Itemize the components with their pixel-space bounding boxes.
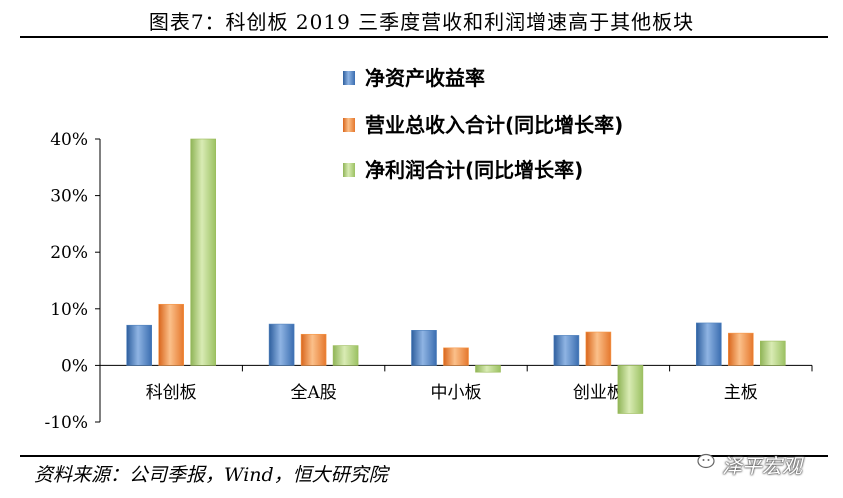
y-tick-label: 0% — [61, 356, 88, 376]
bar-3-4 — [617, 365, 644, 414]
y-tick-label: 10% — [50, 300, 88, 320]
chart-title: 图表7：科创板 2019 三季度营收和利润增速高于其他板块 — [148, 10, 695, 34]
source-divider — [20, 455, 828, 457]
bar-1-5 — [695, 322, 722, 366]
y-tick-label: -10% — [44, 413, 88, 433]
bar-1-3 — [411, 330, 437, 366]
y-tick-label: 20% — [50, 243, 88, 263]
x-tick-label: 主板 — [724, 383, 758, 403]
bar-2-4 — [585, 331, 612, 366]
legend-label-3: 净利润合计(同比增长率) — [365, 158, 583, 182]
bar-1-1 — [126, 324, 152, 366]
bar-2-5 — [727, 332, 754, 366]
legend-label-1: 净资产收益率 — [365, 66, 485, 90]
bar-2-3 — [443, 347, 469, 366]
legend-swatch-3 — [343, 163, 355, 177]
bar-3-5 — [759, 340, 786, 366]
wechat-icon — [697, 453, 715, 469]
x-tick-label: 全A股 — [290, 383, 336, 403]
bar-1-4 — [553, 335, 580, 366]
source-note: 资料来源：公司季报，Wind，恒大研究院 — [34, 464, 388, 486]
y-tick-label: 40% — [50, 130, 88, 150]
x-tick-label: 科创板 — [146, 383, 197, 403]
bar-3-2 — [332, 345, 359, 366]
legend-label-2: 营业总收入合计(同比增长率) — [365, 113, 623, 137]
title-divider — [20, 36, 828, 38]
watermark: 泽平宏观 — [722, 454, 802, 478]
x-tick-label: 创业板 — [573, 383, 624, 403]
bar-2-2 — [300, 333, 327, 366]
x-tick-label: 中小板 — [431, 383, 482, 403]
bar-2-1 — [158, 303, 184, 366]
legend-swatch-1 — [343, 71, 355, 85]
bar-chart: 40% 30% 20% 10% 0% -10% 科创板 全A股 中小板 创业板 主板 净资产收益率营… — [44, 66, 813, 433]
legend-swatch-2 — [343, 118, 355, 132]
bar-1-2 — [268, 323, 295, 366]
bar-3-1 — [190, 138, 216, 366]
y-tick-label: 30% — [50, 187, 88, 207]
bar-3-3 — [475, 365, 501, 373]
